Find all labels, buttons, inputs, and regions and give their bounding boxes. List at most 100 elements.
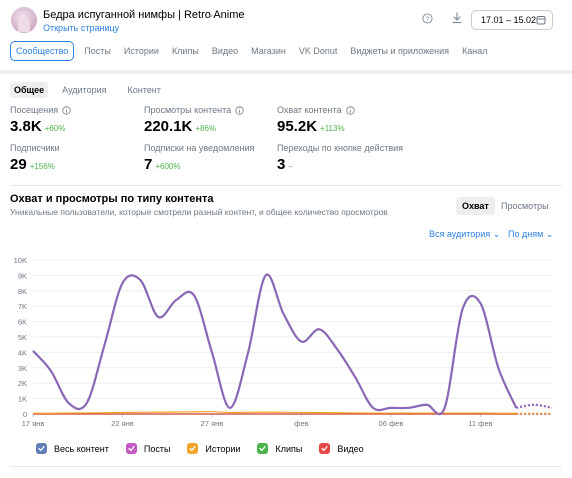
metric-action-number: 3	[277, 156, 286, 173]
download-icon[interactable]	[451, 12, 463, 24]
info-icon[interactable]	[62, 105, 71, 115]
metric-visits-delta: +60%	[44, 124, 66, 133]
legend-label: Истории	[205, 443, 241, 454]
period-dropdown[interactable]: По дням ⌄	[508, 229, 553, 240]
chart-title: Охват и просмотры по типу контента	[10, 193, 214, 205]
y-tick-label: 9K	[18, 271, 27, 280]
legend-label: Весь контент	[54, 443, 109, 454]
y-tick-label: 4K	[18, 348, 27, 357]
metric-subs-number: 29	[10, 156, 27, 173]
legend-item[interactable]: Истории	[187, 443, 240, 454]
audience-dropdown[interactable]: Вся аудитория ⌄	[429, 229, 500, 240]
info-icon[interactable]	[235, 105, 244, 115]
subtab-general[interactable]: Общее	[10, 82, 49, 98]
legend-item[interactable]: Видео	[319, 443, 364, 454]
tab-clips[interactable]: Клипы	[171, 46, 199, 56]
y-tick-label: 5K	[18, 333, 27, 342]
x-tick-label: 17 янв	[22, 419, 45, 428]
x-tick-label: 11 фев	[468, 419, 492, 428]
series-line-0	[32, 273, 518, 416]
svg-text:?: ?	[426, 16, 430, 23]
tab-posts[interactable]: Посты	[84, 46, 111, 56]
main-tabs: Сообщество Посты Истории Клипы Видео Маг…	[10, 41, 501, 61]
metric-reach-number: 95.2K	[277, 118, 318, 135]
y-tick-label: 3K	[18, 364, 27, 373]
x-tick-label: 22 янв	[111, 419, 134, 428]
date-range-value: 17.01 – 15.02	[481, 15, 537, 25]
date-range-picker[interactable]: 17.01 – 15.02	[471, 10, 553, 30]
metric-notif-label: Подписки на уведомления	[144, 143, 254, 153]
metric-notif-delta: +600%	[155, 162, 181, 171]
y-tick-label: 10K	[14, 256, 27, 265]
sub-tabs: Общее Аудитория Контент	[10, 82, 178, 98]
metric-subs-label-text: Подписчики	[10, 143, 60, 153]
metric-views-label-text: Просмотры контента	[144, 105, 232, 115]
tab-community[interactable]: Сообщество	[10, 41, 75, 61]
header: Бедра испуганной нимфы | Retro Anime ⌄ О…	[0, 0, 572, 70]
metric-notif-label-text: Подписки на уведомления	[144, 143, 255, 153]
metric-action-delta: –	[288, 162, 293, 171]
checkbox-icon[interactable]	[319, 443, 331, 454]
chevron-down-icon[interactable]: ⌄	[207, 9, 215, 19]
x-tick-label: 06 фев	[379, 419, 404, 428]
y-tick-label: 8K	[18, 287, 27, 296]
legend-item[interactable]: Клипы	[257, 443, 302, 454]
line-chart[interactable]: 0 1K 2K 3K 4K 5K 6K 7K 8K 9K 10K 17 янв 22 янв 27 янв…	[0, 250, 572, 435]
checkbox-icon[interactable]	[257, 443, 269, 454]
series-line-dashed-0	[515, 403, 553, 409]
metric-notif-value: 7 +600%	[144, 156, 180, 173]
open-page-link[interactable]: Открыть страницу	[43, 23, 120, 33]
checkbox-icon[interactable]	[125, 443, 137, 454]
legend-item[interactable]: Посты	[125, 443, 171, 454]
legend-label: Посты	[143, 443, 171, 454]
metric-visits-label-text: Посещения	[10, 105, 59, 115]
subtab-audience[interactable]: Аудитория	[62, 85, 107, 95]
metric-action-label-text: Переходы по кнопке действия	[277, 143, 404, 153]
y-tick-label: 6K	[18, 318, 27, 327]
chart-subtitle: Уникальные пользователи, которые смотрел…	[10, 207, 388, 217]
segment-views[interactable]: Просмотры	[501, 201, 549, 211]
metric-views-label: Просмотры контента	[144, 105, 244, 115]
legend-label: Клипы	[275, 443, 303, 454]
metric-reach-delta: +113%	[320, 124, 345, 133]
metric-notif-number: 7	[144, 156, 153, 173]
tab-channel[interactable]: Канал	[462, 46, 488, 56]
divider	[10, 185, 562, 186]
metric-visits-value: 3.8K +60%	[10, 118, 65, 135]
help-icon[interactable]: ?	[422, 13, 433, 24]
tab-video[interactable]: Видео	[211, 46, 239, 56]
chart-legend: Весь контент Посты Истории Клипы Видео	[36, 443, 381, 454]
tab-shop[interactable]: Магазин	[251, 46, 286, 56]
group-name[interactable]: Бедра испуганной нимфы | Retro Anime	[43, 9, 245, 21]
metric-reach-value: 95.2K +113%	[277, 118, 345, 135]
y-tick-label: 2K	[18, 379, 27, 388]
tab-widgets[interactable]: Виджеты и приложения	[350, 46, 450, 56]
metric-reach-label: Охват контента	[277, 105, 355, 115]
metric-views-value: 220.1K +86%	[144, 118, 216, 135]
metric-visits-label: Посещения	[10, 105, 71, 115]
calendar-icon	[536, 16, 546, 25]
section-separator	[0, 70, 572, 74]
checkbox-icon[interactable]	[36, 443, 47, 454]
tab-vk-donut[interactable]: VK Donut	[298, 46, 338, 56]
group-avatar[interactable]	[11, 7, 37, 33]
metric-views-delta: +86%	[195, 124, 217, 133]
metric-action-label: Переходы по кнопке действия	[277, 143, 403, 153]
metric-reach-label-text: Охват контента	[277, 105, 342, 115]
info-icon[interactable]	[345, 105, 355, 115]
y-tick-label: 7K	[18, 302, 27, 311]
tab-stories[interactable]: Истории	[123, 46, 159, 56]
metric-views-number: 220.1K	[144, 118, 193, 135]
period-dropdown-label: По дням	[508, 229, 544, 239]
metric-visits-number: 3.8K	[10, 118, 42, 135]
legend-item[interactable]: Весь контент	[36, 443, 109, 454]
checkbox-icon[interactable]	[187, 443, 199, 454]
segment-reach[interactable]: Охват	[456, 197, 495, 215]
subtab-content[interactable]: Контент	[127, 85, 161, 95]
metric-subs-label: Подписчики	[10, 143, 60, 153]
metric-action-value: 3–	[277, 156, 293, 173]
chevron-down-icon: ⌄	[492, 229, 501, 239]
divider	[10, 466, 562, 467]
metric-subs-value: 29 +156%	[10, 156, 55, 173]
x-tick-label: 27 янв	[201, 419, 224, 428]
